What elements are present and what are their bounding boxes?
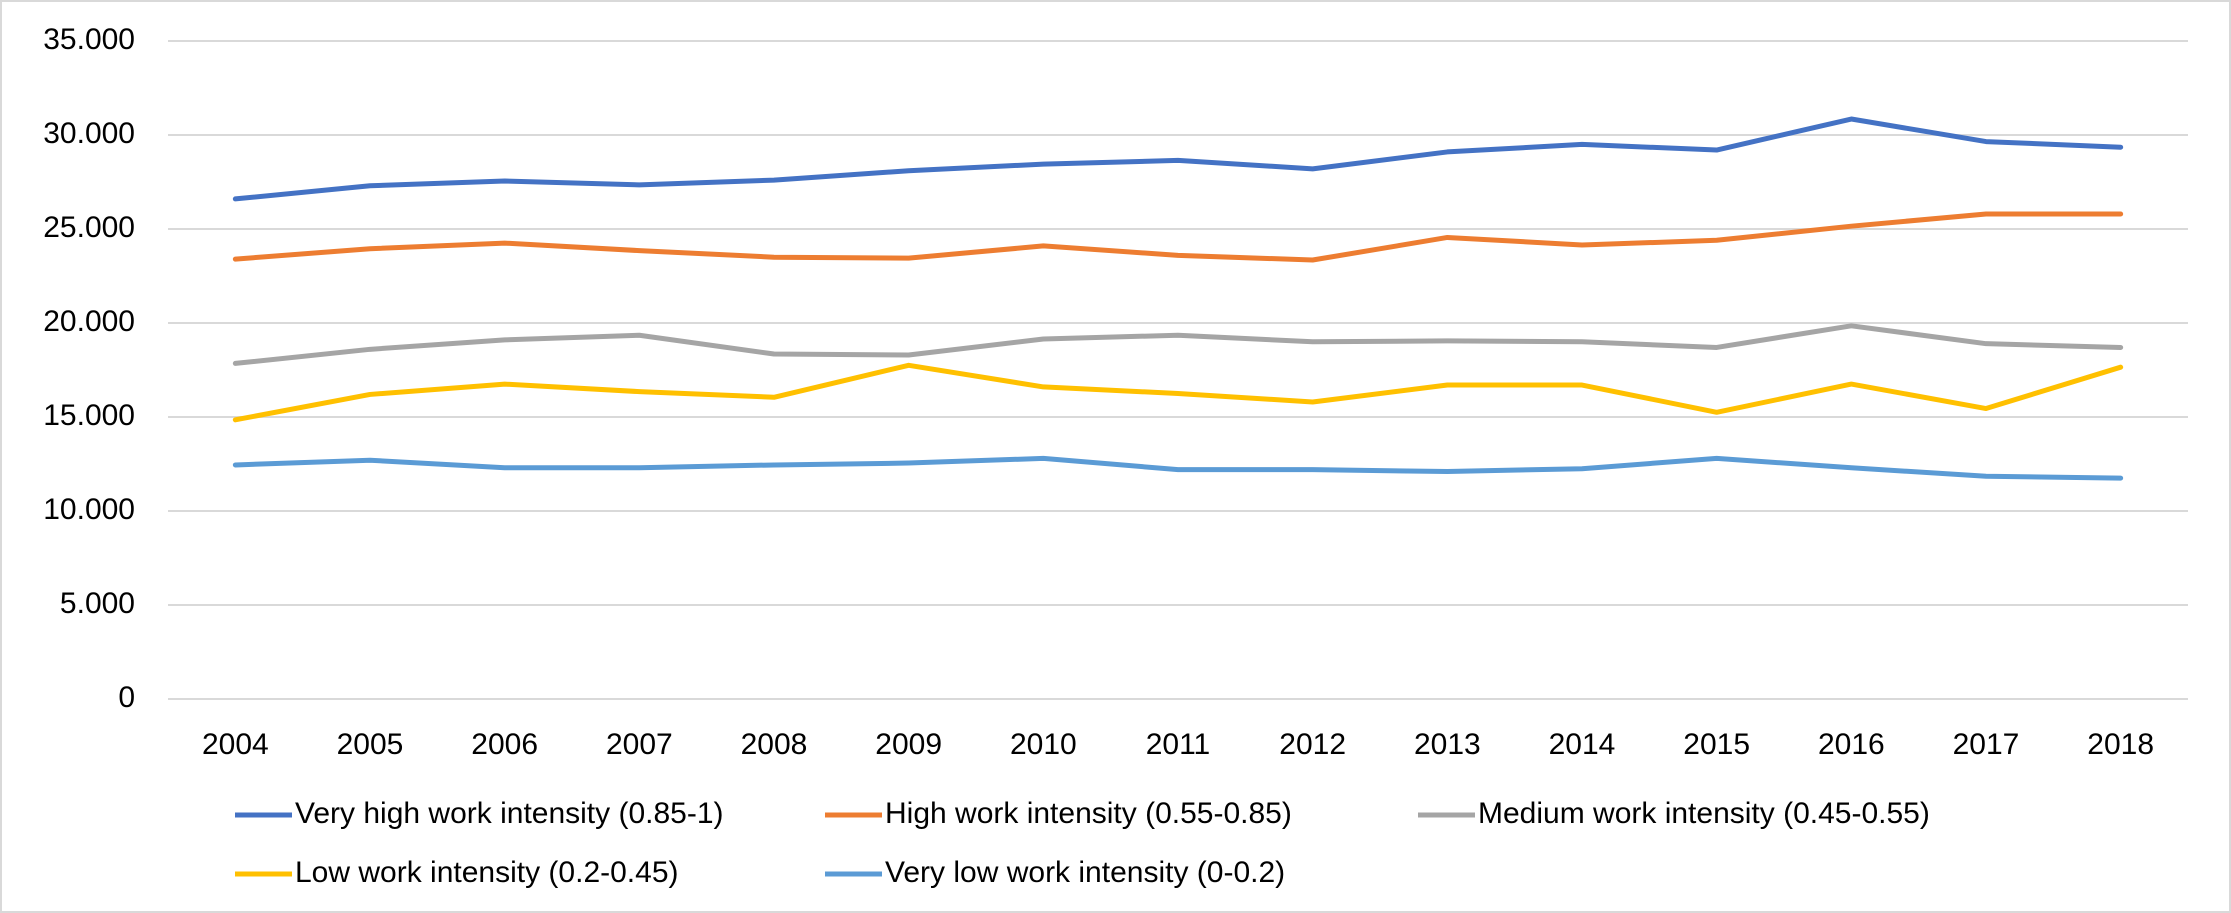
x-tick-label: 2016 (1818, 728, 1885, 761)
x-tick-label: 2018 (2087, 728, 2154, 761)
legend-label: High work intensity (0.55-0.85) (885, 797, 1292, 830)
y-tick-label: 25.000 (43, 211, 135, 244)
legend-label: Low work intensity (0.2-0.45) (295, 856, 679, 889)
series-line (232, 362, 2124, 423)
x-tick-label: 2007 (606, 728, 673, 761)
x-tick-label: 2005 (337, 728, 404, 761)
series-line (232, 211, 2124, 263)
y-tick-label: 10.000 (43, 493, 135, 526)
x-tick-label: 2014 (1549, 728, 1616, 761)
x-tick-label: 2008 (741, 728, 808, 761)
y-tick-label: 20.000 (43, 305, 135, 338)
y-tick-label: 0 (118, 681, 135, 714)
x-tick-label: 2011 (1146, 728, 1211, 761)
y-tick-label: 5.000 (60, 587, 135, 620)
x-tick-label: 2009 (875, 728, 942, 761)
y-tick-label: 30.000 (43, 117, 135, 150)
x-tick-label: 2017 (1953, 728, 2020, 761)
y-tick-label: 15.000 (43, 399, 135, 432)
x-tick-label: 2006 (471, 728, 538, 761)
series-line (232, 455, 2124, 481)
y-tick-label: 35.000 (43, 23, 135, 56)
x-tick-label: 2012 (1279, 728, 1346, 761)
x-tick-label: 2004 (202, 728, 269, 761)
legend-label: Very low work intensity (0-0.2) (885, 856, 1285, 889)
legend-label: Medium work intensity (0.45-0.55) (1478, 797, 1930, 830)
series-line (232, 116, 2124, 202)
x-tick-label: 2015 (1683, 728, 1750, 761)
x-tick-label: 2013 (1414, 728, 1481, 761)
legend-label: Very high work intensity (0.85-1) (295, 797, 724, 830)
series-line (232, 323, 2124, 366)
x-tick-label: 2010 (1010, 728, 1077, 761)
